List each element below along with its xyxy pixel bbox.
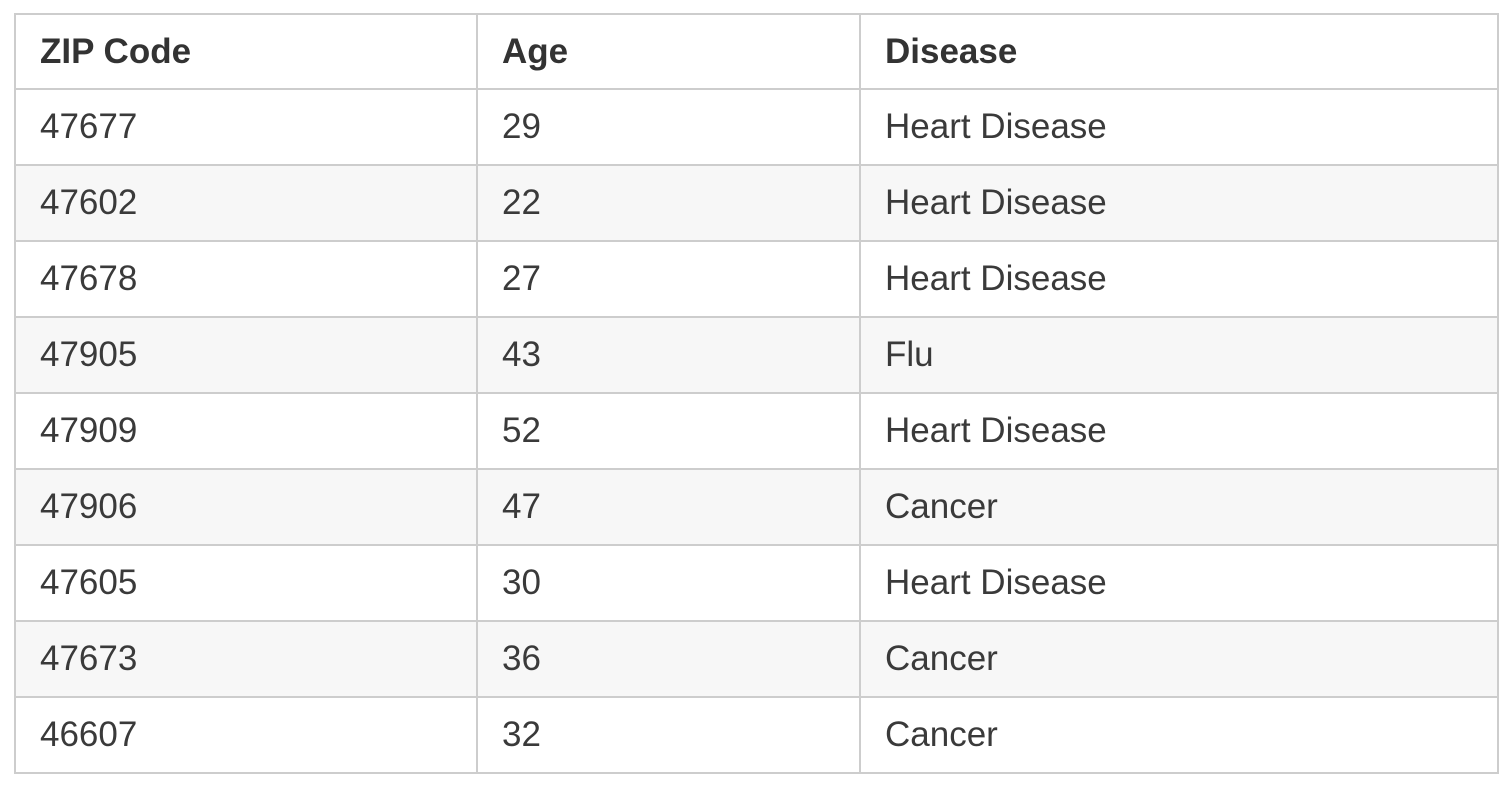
- table-cell-disease: Heart Disease: [859, 240, 1499, 318]
- table-cell-disease: Heart Disease: [859, 544, 1499, 622]
- data-table: ZIP Code Age Disease 47677 29 Heart Diseas…: [14, 13, 1499, 774]
- column-header-age: Age: [476, 13, 861, 90]
- table-row: 47605 30 Heart Disease: [14, 544, 1499, 622]
- table-cell-disease: Flu: [859, 316, 1499, 394]
- column-header-zip-code: ZIP Code: [14, 13, 478, 90]
- table-cell-age: 36: [476, 620, 861, 698]
- table-cell-zip-code: 47909: [14, 392, 478, 470]
- table-header-row: ZIP Code Age Disease: [14, 13, 1499, 90]
- table-row: 47673 36 Cancer: [14, 620, 1499, 698]
- table-cell-zip-code: 47905: [14, 316, 478, 394]
- table-body: 47677 29 Heart Disease 47602 22 Heart Disease…: [14, 88, 1499, 774]
- table-cell-age: 30: [476, 544, 861, 622]
- table-row: 47678 27 Heart Disease: [14, 240, 1499, 318]
- table-row: 47905 43 Flu: [14, 316, 1499, 394]
- table-cell-age: 47: [476, 468, 861, 546]
- table-cell-disease: Cancer: [859, 468, 1499, 546]
- table-cell-disease: Cancer: [859, 696, 1499, 774]
- table-cell-disease: Cancer: [859, 620, 1499, 698]
- table-cell-zip-code: 46607: [14, 696, 478, 774]
- table-row: 47906 47 Cancer: [14, 468, 1499, 546]
- table-cell-age: 27: [476, 240, 861, 318]
- table-cell-age: 22: [476, 164, 861, 242]
- table-row: 46607 32 Cancer: [14, 696, 1499, 774]
- table-cell-age: 32: [476, 696, 861, 774]
- table-cell-age: 52: [476, 392, 861, 470]
- table-row: 47909 52 Heart Disease: [14, 392, 1499, 470]
- table-cell-age: 43: [476, 316, 861, 394]
- table-cell-disease: Heart Disease: [859, 164, 1499, 242]
- table-cell-zip-code: 47906: [14, 468, 478, 546]
- table-cell-zip-code: 47678: [14, 240, 478, 318]
- table-cell-disease: Heart Disease: [859, 88, 1499, 166]
- table-header: ZIP Code Age Disease: [14, 13, 1499, 90]
- table-cell-age: 29: [476, 88, 861, 166]
- table-cell-zip-code: 47605: [14, 544, 478, 622]
- table-cell-zip-code: 47602: [14, 164, 478, 242]
- table-cell-zip-code: 47677: [14, 88, 478, 166]
- table-row: 47677 29 Heart Disease: [14, 88, 1499, 166]
- table-cell-zip-code: 47673: [14, 620, 478, 698]
- table-row: 47602 22 Heart Disease: [14, 164, 1499, 242]
- table-cell-disease: Heart Disease: [859, 392, 1499, 470]
- column-header-disease: Disease: [859, 13, 1499, 90]
